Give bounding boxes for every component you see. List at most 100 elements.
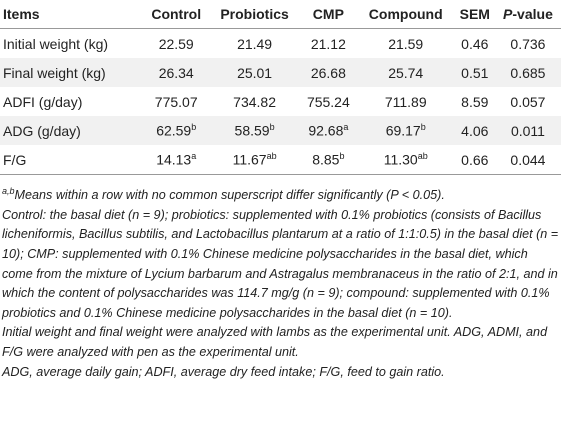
table-cell: 0.685 <box>494 58 561 87</box>
table-cell: Final weight (kg) <box>0 58 144 87</box>
cell-text: 0.011 <box>510 122 545 139</box>
data-table: Items Control Probiotics CMP Compound SEM P-va… <box>0 0 561 175</box>
cell-text: 21.59 <box>388 35 424 52</box>
table-row: Final weight (kg) 26.34 25.01 26.68 25.74 0.5… <box>0 58 561 87</box>
footnote-text: Means within a row with no common supers… <box>14 188 445 203</box>
cell-text: Compound <box>368 6 443 22</box>
cell-text: Control <box>151 6 202 22</box>
table-cell: Initial weight (kg) <box>0 29 143 59</box>
table-cell: 0.011 <box>494 116 561 145</box>
column-header: P-value <box>494 0 561 29</box>
footnotes: a,bMeans within a row with no common sup… <box>0 175 561 382</box>
cell-text: 25.01 <box>237 64 273 81</box>
table-row: ADFI (g/day) 775.07 734.82 755.24 711.89 8.59… <box>0 87 561 116</box>
table-cell: 26.68 <box>299 58 357 87</box>
table-cell: 0.51 <box>454 58 495 87</box>
superscript: b <box>191 122 197 133</box>
table-cell: ADG (g/day) <box>0 116 144 145</box>
table-cell: 69.17b <box>356 116 455 145</box>
cell-text: 69.17 <box>385 122 421 139</box>
table-row: ADG (g/day) 62.59b 58.59b 92.68a 69.17b 4.06 0… <box>0 116 561 145</box>
column-header: Items <box>0 0 144 29</box>
cell-text: F/G <box>3 151 27 168</box>
table-cell: 0.057 <box>495 87 561 116</box>
table-cell: 0.736 <box>495 29 561 59</box>
column-header: CMP <box>299 0 357 29</box>
table-cell: 14.13a <box>143 145 210 175</box>
cell-text: 734.82 <box>233 93 276 110</box>
cell-text: 0.46 <box>461 35 489 52</box>
column-header: Control <box>143 0 210 29</box>
cell-text: ADG (g/day) <box>3 122 81 139</box>
cell-text: -value <box>512 6 553 22</box>
table-cell: 26.34 <box>143 58 210 87</box>
footnote-text: Control: the basal diet (n = 9); probiot… <box>2 207 559 320</box>
table-cell: 21.59 <box>357 29 455 59</box>
table-cell: 4.06 <box>454 116 495 145</box>
table-cell: ADFI (g/day) <box>0 87 143 116</box>
table-row: Initial weight (kg) 22.59 21.49 21.12 21.59 0… <box>0 29 561 59</box>
cell-text: 8.85 <box>312 151 340 168</box>
cell-text: 14.13 <box>156 151 192 168</box>
superscript: ab <box>266 151 277 162</box>
cell-text: SEM <box>459 6 490 22</box>
table-cell: 62.59b <box>143 116 210 145</box>
table-cell: 0.66 <box>454 145 495 175</box>
table-cell: 8.59 <box>455 87 495 116</box>
cell-text: 26.68 <box>310 64 346 81</box>
footnote: Control: the basal diet (n = 9); probiot… <box>2 206 559 324</box>
cell-text: 21.49 <box>237 35 273 52</box>
table-cell: F/G <box>0 145 144 175</box>
table-body: Initial weight (kg) 22.59 21.49 21.12 21.59 0… <box>0 29 561 175</box>
cell-text: 22.59 <box>158 35 194 52</box>
cell-text: 21.12 <box>310 35 346 52</box>
cell-text: 0.736 <box>510 35 546 52</box>
table-cell: 25.74 <box>356 58 455 87</box>
cell-text: 0.51 <box>461 64 489 81</box>
footnote: Initial weight and final weight were ana… <box>2 323 559 362</box>
cell-text: 11.67 <box>232 151 267 168</box>
table-cell: 775.07 <box>143 87 209 116</box>
table-cell: 21.12 <box>300 29 357 59</box>
cell-text: 8.59 <box>461 93 489 110</box>
cell-text: CMP <box>312 6 344 22</box>
cell-text: 26.34 <box>158 64 194 81</box>
footnote-text: ADG, average daily gain; ADFI, average d… <box>2 364 445 379</box>
cell-text: 711.89 <box>384 93 427 110</box>
footnote: ADG, average daily gain; ADFI, average d… <box>2 363 559 383</box>
superscript: a <box>343 122 349 133</box>
column-header: Compound <box>356 0 455 29</box>
superscript: a <box>191 151 197 162</box>
table-cell: 11.67ab <box>209 145 300 175</box>
cell-text: 0.057 <box>510 93 546 110</box>
cell-text: 11.30 <box>383 151 418 168</box>
cell-text: 0.044 <box>510 151 546 168</box>
table-row: F/G 14.13a 11.67ab 8.85b 11.30ab 0.66 0.044 <box>0 145 561 175</box>
cell-text: 62.59 <box>156 122 192 139</box>
table-cell: 734.82 <box>209 87 300 116</box>
superscript: ab <box>417 151 428 162</box>
column-header: SEM <box>454 0 495 29</box>
cell-text: Initial weight (kg) <box>3 35 109 52</box>
cell-text: Final weight (kg) <box>3 64 106 81</box>
cell-text: Items <box>3 6 40 22</box>
cell-text: Probiotics <box>220 6 289 22</box>
superscript: b <box>269 122 275 133</box>
superscript: b <box>339 151 345 162</box>
footnote-text: Initial weight and final weight were ana… <box>2 325 548 359</box>
cell-text: 4.06 <box>461 122 489 139</box>
table-cell: 21.49 <box>209 29 300 59</box>
superscript: b <box>420 122 426 133</box>
cell-text: 25.74 <box>388 64 424 81</box>
table-cell: 22.59 <box>143 29 209 59</box>
table-cell: 11.30ab <box>356 145 455 175</box>
table-cell: 0.46 <box>455 29 495 59</box>
cell-text: 58.59 <box>234 122 270 139</box>
cell-text: 92.68 <box>308 122 344 139</box>
table-cell: 711.89 <box>357 87 455 116</box>
cell-text: 0.685 <box>510 64 546 81</box>
table-cell: 58.59b <box>209 116 300 145</box>
superscript: a,b <box>2 186 15 196</box>
cell-italic: P <box>503 6 513 22</box>
cell-text: 755.24 <box>306 93 350 110</box>
